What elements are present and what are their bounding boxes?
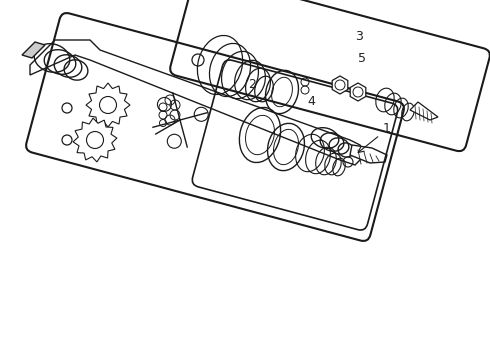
Polygon shape: [30, 40, 365, 165]
Polygon shape: [350, 145, 387, 163]
Polygon shape: [332, 76, 348, 94]
Text: 4: 4: [307, 95, 315, 108]
Polygon shape: [410, 102, 438, 120]
Text: 5: 5: [358, 52, 366, 65]
Text: 3: 3: [355, 30, 363, 43]
Polygon shape: [350, 83, 366, 101]
Text: 2: 2: [248, 78, 256, 91]
Polygon shape: [86, 83, 130, 127]
Text: 1: 1: [383, 122, 391, 135]
Polygon shape: [73, 118, 117, 162]
Polygon shape: [22, 42, 45, 58]
